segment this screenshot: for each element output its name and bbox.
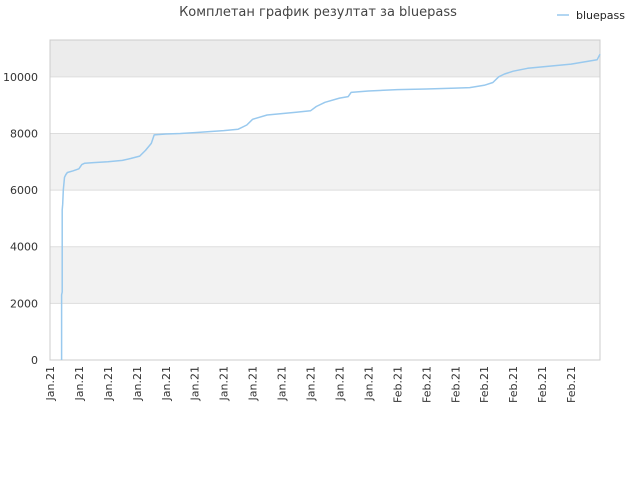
x-tick-label: Jan.21 xyxy=(73,366,86,401)
x-tick-label: Jan.21 xyxy=(333,366,346,401)
x-tick-label: Jan.21 xyxy=(160,366,173,401)
x-tick-label: Jan.21 xyxy=(305,366,318,401)
x-tick-label: Jan.21 xyxy=(131,366,144,401)
background-band xyxy=(50,303,600,360)
x-tick-labels: Jan.21 Jan.21 Jan.21 Jan.21 Jan.21 Jan.21 Jan.… xyxy=(44,366,578,403)
x-tick-label: Feb.21 xyxy=(478,366,491,403)
x-tick-label: Jan.21 xyxy=(44,366,57,401)
background-band xyxy=(50,40,600,77)
y-tick-label: 2000 xyxy=(10,297,38,310)
series-line-bluepass xyxy=(60,53,601,360)
y-tick-label: 6000 xyxy=(10,184,38,197)
legend-label: bluepass xyxy=(576,9,625,22)
background-band xyxy=(50,246,600,304)
series-layer xyxy=(60,53,601,360)
axes xyxy=(49,39,601,361)
y-tick-labels: 0 2000 4000 6000 8000 10000 xyxy=(3,71,38,367)
background-band xyxy=(50,76,600,134)
chart-title: Комплетан график резултат за bluepass xyxy=(179,5,457,20)
y-tick-label: 8000 xyxy=(10,127,38,140)
legend: bluepass xyxy=(557,9,625,22)
x-tick-label: Feb.21 xyxy=(391,366,404,403)
x-tick-label: Feb.21 xyxy=(449,366,462,403)
background-band xyxy=(50,190,600,247)
background-bands xyxy=(50,40,600,360)
x-tick-label: Jan.21 xyxy=(218,366,231,401)
x-tick-label: Feb.21 xyxy=(420,366,433,403)
y-tick-label: 4000 xyxy=(10,241,38,254)
x-tick-label: Jan.21 xyxy=(362,366,375,401)
plot-border xyxy=(49,39,601,361)
x-tick-label: Feb.21 xyxy=(536,366,549,403)
y-tick-label: 0 xyxy=(31,354,38,367)
x-tick-label: Feb.21 xyxy=(507,366,520,403)
x-tick-label: Jan.21 xyxy=(247,366,260,401)
x-tick-label: Jan.21 xyxy=(189,366,202,401)
y-tick-label: 10000 xyxy=(3,71,38,84)
x-tick-label: Feb.21 xyxy=(565,366,578,403)
x-tick-label: Jan.21 xyxy=(276,366,289,401)
x-tick-label: Jan.21 xyxy=(102,366,115,401)
background-band xyxy=(50,133,600,191)
